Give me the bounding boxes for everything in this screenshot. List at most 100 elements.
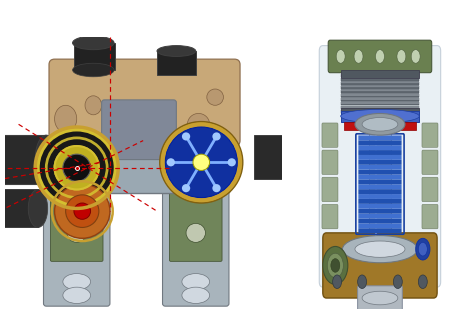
FancyBboxPatch shape	[322, 177, 338, 202]
FancyBboxPatch shape	[101, 100, 176, 160]
FancyBboxPatch shape	[322, 150, 338, 174]
Bar	[341, 82, 419, 85]
Ellipse shape	[74, 203, 91, 219]
Bar	[341, 86, 419, 89]
Bar	[341, 98, 419, 101]
Ellipse shape	[35, 135, 57, 184]
Ellipse shape	[362, 291, 398, 305]
Ellipse shape	[0, 135, 2, 184]
FancyBboxPatch shape	[358, 199, 401, 204]
Bar	[341, 105, 419, 108]
Ellipse shape	[55, 184, 110, 238]
Ellipse shape	[393, 275, 402, 289]
FancyBboxPatch shape	[422, 177, 438, 202]
FancyBboxPatch shape	[49, 59, 240, 146]
FancyBboxPatch shape	[358, 160, 401, 165]
FancyBboxPatch shape	[358, 179, 401, 184]
Ellipse shape	[73, 36, 114, 50]
Bar	[341, 70, 419, 78]
Bar	[341, 74, 419, 77]
Ellipse shape	[419, 275, 427, 289]
FancyBboxPatch shape	[169, 183, 222, 261]
Ellipse shape	[38, 130, 116, 206]
FancyBboxPatch shape	[358, 184, 401, 189]
Ellipse shape	[342, 236, 418, 263]
Ellipse shape	[212, 184, 221, 192]
Bar	[254, 135, 295, 178]
Ellipse shape	[416, 238, 430, 260]
FancyBboxPatch shape	[358, 135, 401, 140]
FancyBboxPatch shape	[358, 214, 401, 218]
Bar	[74, 43, 116, 70]
Ellipse shape	[323, 246, 348, 285]
FancyBboxPatch shape	[56, 131, 230, 193]
Ellipse shape	[167, 158, 175, 166]
FancyBboxPatch shape	[44, 187, 110, 306]
Ellipse shape	[157, 46, 196, 56]
Bar	[341, 73, 419, 75]
Bar	[341, 111, 419, 122]
FancyBboxPatch shape	[358, 174, 401, 179]
FancyBboxPatch shape	[358, 155, 401, 160]
Ellipse shape	[182, 274, 210, 290]
Bar	[341, 108, 419, 114]
FancyBboxPatch shape	[322, 123, 338, 147]
Ellipse shape	[182, 287, 210, 304]
Bar	[341, 94, 419, 97]
Ellipse shape	[63, 154, 91, 181]
Ellipse shape	[187, 114, 210, 135]
FancyBboxPatch shape	[322, 204, 338, 229]
Ellipse shape	[73, 63, 114, 77]
Bar	[341, 89, 419, 91]
Ellipse shape	[341, 110, 419, 123]
Ellipse shape	[336, 50, 345, 63]
Ellipse shape	[212, 132, 221, 140]
Ellipse shape	[28, 189, 48, 227]
Bar	[341, 81, 419, 83]
FancyBboxPatch shape	[358, 194, 401, 199]
Ellipse shape	[193, 154, 210, 170]
Ellipse shape	[375, 50, 384, 63]
Bar	[341, 78, 419, 81]
Bar	[0, 189, 38, 227]
Ellipse shape	[362, 118, 398, 131]
FancyBboxPatch shape	[358, 145, 401, 150]
Ellipse shape	[85, 96, 101, 115]
FancyBboxPatch shape	[163, 187, 229, 306]
Ellipse shape	[228, 158, 236, 166]
FancyBboxPatch shape	[422, 204, 438, 229]
FancyBboxPatch shape	[358, 209, 401, 214]
Ellipse shape	[397, 50, 406, 63]
Bar	[341, 97, 419, 100]
FancyBboxPatch shape	[323, 233, 437, 298]
Bar	[341, 101, 419, 104]
Bar	[341, 85, 419, 87]
Bar	[0, 135, 46, 184]
Ellipse shape	[186, 223, 205, 242]
FancyBboxPatch shape	[358, 223, 401, 228]
FancyBboxPatch shape	[358, 170, 401, 174]
Ellipse shape	[411, 50, 420, 63]
Ellipse shape	[55, 105, 77, 133]
Bar	[341, 90, 419, 93]
Ellipse shape	[65, 195, 99, 227]
Bar	[341, 77, 419, 79]
Bar	[369, 124, 391, 255]
Ellipse shape	[358, 275, 366, 289]
Ellipse shape	[63, 274, 91, 290]
Bar	[344, 122, 416, 130]
Ellipse shape	[55, 146, 99, 189]
FancyBboxPatch shape	[319, 46, 441, 287]
FancyBboxPatch shape	[358, 204, 401, 209]
Bar	[341, 106, 419, 110]
FancyBboxPatch shape	[422, 150, 438, 174]
Ellipse shape	[333, 275, 342, 289]
FancyBboxPatch shape	[358, 286, 402, 310]
Ellipse shape	[354, 50, 363, 63]
Ellipse shape	[182, 184, 190, 192]
Ellipse shape	[327, 253, 343, 278]
Bar	[157, 51, 196, 76]
FancyBboxPatch shape	[358, 165, 401, 170]
FancyBboxPatch shape	[50, 183, 103, 261]
FancyBboxPatch shape	[358, 189, 401, 194]
